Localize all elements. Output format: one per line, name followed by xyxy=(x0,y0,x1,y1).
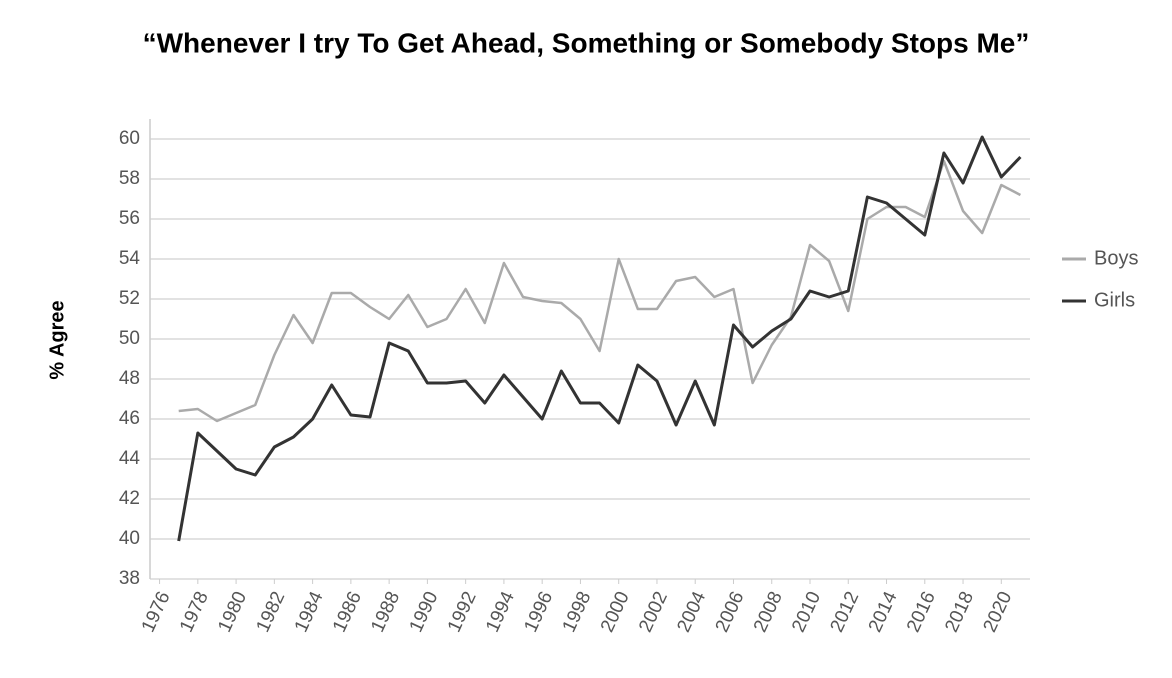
x-tick-label: 2006 xyxy=(712,588,749,635)
y-tick-label: 42 xyxy=(119,488,140,509)
x-tick-label: 2000 xyxy=(597,588,634,635)
series-line xyxy=(177,135,1022,542)
y-tick-label: 46 xyxy=(119,408,140,429)
x-tick-label: 1986 xyxy=(329,588,366,635)
y-tick-label: 60 xyxy=(119,128,140,149)
x-tick-label: 1984 xyxy=(291,588,328,636)
x-tick-label: 1988 xyxy=(367,588,404,635)
y-tick-label: 52 xyxy=(119,288,140,309)
x-tick-label: 2020 xyxy=(979,588,1016,635)
y-tick-label: 44 xyxy=(119,448,141,469)
x-tick-label: 1976 xyxy=(138,588,175,635)
x-tick-label: 1992 xyxy=(444,588,481,635)
x-tick-label: 1982 xyxy=(253,588,290,635)
x-tick-label: 1998 xyxy=(559,588,596,635)
x-tick-label: 2014 xyxy=(865,588,902,636)
x-tick-label: 2018 xyxy=(941,588,978,635)
chart-title: “Whenever I try To Get Ahead, Something … xyxy=(143,27,1030,58)
x-tick-label: 1990 xyxy=(406,588,443,635)
legend-label: Boys xyxy=(1094,247,1138,269)
x-tick-label: 2016 xyxy=(903,588,940,635)
y-tick-label: 38 xyxy=(119,568,140,589)
x-tick-label: 2002 xyxy=(635,588,672,635)
series-line xyxy=(178,159,1022,423)
y-tick-label: 56 xyxy=(119,208,140,229)
x-tick-label: 1980 xyxy=(214,588,251,635)
x-tick-label: 1978 xyxy=(176,588,213,635)
y-axis-label: % Agree xyxy=(46,300,68,379)
y-tick-label: 50 xyxy=(119,328,140,349)
x-tick-label: 2008 xyxy=(750,588,787,635)
y-tick-label: 58 xyxy=(119,168,140,189)
x-tick-label: 2012 xyxy=(826,588,863,635)
x-tick-label: 2010 xyxy=(788,588,825,635)
legend-label: Girls xyxy=(1094,289,1135,311)
y-tick-label: 54 xyxy=(119,248,141,269)
x-tick-label: 1996 xyxy=(520,588,557,635)
x-tick-label: 1994 xyxy=(482,588,519,636)
y-tick-label: 40 xyxy=(119,528,140,549)
y-tick-label: 48 xyxy=(119,368,140,389)
x-tick-label: 2004 xyxy=(673,588,710,636)
